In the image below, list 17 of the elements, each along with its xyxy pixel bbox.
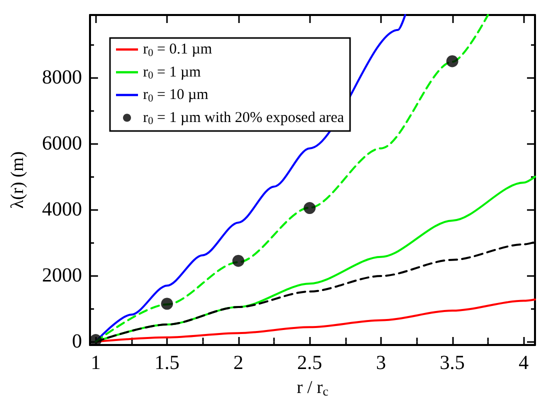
x-tick-label: 1.5	[154, 352, 180, 374]
x-tick-label: 2	[233, 352, 244, 374]
x-tick-label: 3	[376, 352, 386, 374]
y-tick-label: 8000	[42, 66, 82, 89]
x-tick-label: 2.5	[297, 352, 322, 374]
point	[446, 55, 458, 68]
point	[304, 202, 316, 214]
point	[232, 254, 244, 267]
y-tick-label: 2000	[42, 264, 82, 287]
y-tick-label: 0	[72, 330, 82, 353]
x-tick-label: 3.5	[440, 352, 465, 374]
y-tick-label: 6000	[42, 132, 82, 155]
point	[161, 298, 174, 310]
y-tick-label: 4000	[42, 198, 82, 221]
x-tick-label: 4	[518, 352, 529, 374]
x-tick-label: 1	[90, 352, 101, 374]
y-axis-title: λ(r) (m)	[7, 151, 27, 209]
